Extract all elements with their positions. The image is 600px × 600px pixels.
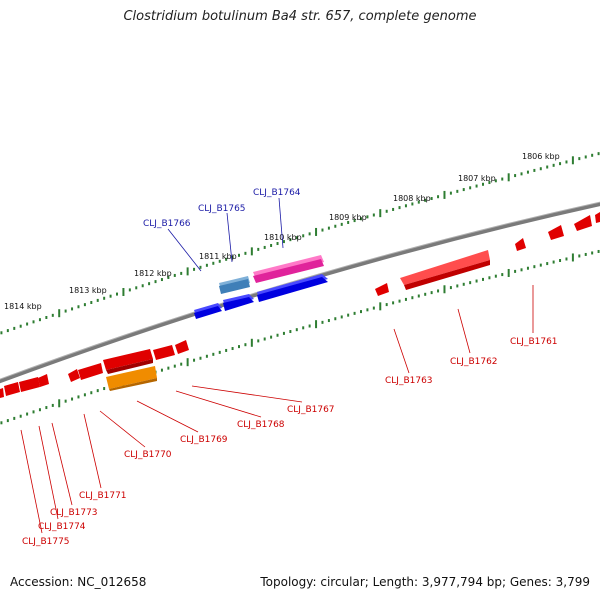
kbp-label-1807: 1807 kbp — [458, 174, 496, 183]
kbp-label-1810: 1810 kbp — [264, 233, 302, 242]
gene-blue-1[interactable] — [257, 274, 328, 302]
kbp-label-1812: 1812 kbp — [134, 269, 172, 278]
gene-red-right-1[interactable] — [548, 225, 564, 240]
kbp-label-1811: 1811 kbp — [199, 252, 237, 261]
gene-clj-b1763[interactable] — [375, 283, 389, 296]
gene-clj-b1761[interactable] — [515, 238, 526, 251]
label-clj-b1762: CLJ_B1762 — [450, 357, 498, 367]
label-clj-b1774: CLJ_B1774 — [38, 522, 86, 532]
accession-text: Accession: NC_012658 — [10, 575, 147, 589]
inner-tick-row — [0, 249, 600, 425]
label-clj-b1773: CLJ_B1773 — [50, 508, 98, 518]
gene-red-edge[interactable] — [0, 388, 4, 398]
label-clj-b1770: CLJ_B1770 — [124, 450, 172, 460]
gene-clj-b1764[interactable] — [253, 255, 324, 283]
gene-clj-b1766[interactable] — [194, 303, 222, 319]
kbp-label-1806: 1806 kbp — [522, 152, 560, 161]
reverse-leaders — [20, 285, 534, 534]
gene-clj-b1773[interactable] — [38, 374, 49, 387]
gene-blue-2[interactable] — [223, 294, 254, 311]
kbp-label-1808: 1808 kbp — [393, 194, 431, 203]
gene-clj-b1765[interactable] — [219, 276, 250, 294]
gene-clj-b1768[interactable] — [153, 345, 175, 360]
label-clj-b1769: CLJ_B1769 — [180, 435, 228, 445]
outer-tick-row — [0, 152, 600, 335]
label-clj-b1761: CLJ_B1761 — [510, 337, 558, 347]
label-clj-b1766: CLJ_B1766 — [143, 219, 191, 229]
gene-red-small-1[interactable] — [68, 369, 80, 382]
gene-clj-b1775[interactable] — [4, 382, 20, 396]
forward-leaders — [167, 197, 284, 272]
gene-clj-b1771[interactable] — [78, 363, 103, 380]
label-clj-b1765: CLJ_B1765 — [198, 204, 246, 214]
label-clj-b1767: CLJ_B1767 — [287, 405, 335, 415]
topology-text: Topology: circular; Length: 3,977,794 bp… — [260, 575, 590, 589]
reverse-genes — [0, 212, 600, 398]
genome-backbone-highlight — [0, 201, 600, 380]
gene-red-right-2[interactable] — [574, 215, 592, 231]
forward-genes — [194, 255, 328, 319]
gene-clj-b1769[interactable] — [103, 349, 153, 374]
gene-clj-b1767[interactable] — [175, 340, 189, 354]
label-clj-b1768: CLJ_B1768 — [237, 420, 285, 430]
map-title: Clostridium botulinum Ba4 str. 657, comp… — [123, 9, 477, 24]
gene-clj-b1762[interactable] — [400, 250, 490, 290]
reverse-labels: CLJ_B1761 CLJ_B1762 CLJ_B1763 CLJ_B1767 … — [22, 337, 558, 547]
gene-clj-b1774[interactable] — [19, 377, 40, 392]
label-clj-b1775: CLJ_B1775 — [22, 537, 70, 547]
label-clj-b1763: CLJ_B1763 — [385, 376, 433, 386]
kbp-label-1813: 1813 kbp — [69, 286, 107, 295]
label-clj-b1771: CLJ_B1771 — [79, 491, 127, 501]
kbp-label-1809: 1809 kbp — [329, 213, 367, 222]
kbp-label-1814: 1814 kbp — [4, 302, 42, 311]
label-clj-b1764: CLJ_B1764 — [253, 188, 301, 198]
forward-labels: CLJ_B1764 CLJ_B1765 CLJ_B1766 — [143, 188, 301, 229]
gene-clj-b1770[interactable] — [106, 366, 157, 391]
gene-red-right-3[interactable] — [595, 212, 600, 223]
kbp-labels: 1806 kbp 1807 kbp 1808 kbp 1809 kbp 1810… — [4, 152, 560, 311]
